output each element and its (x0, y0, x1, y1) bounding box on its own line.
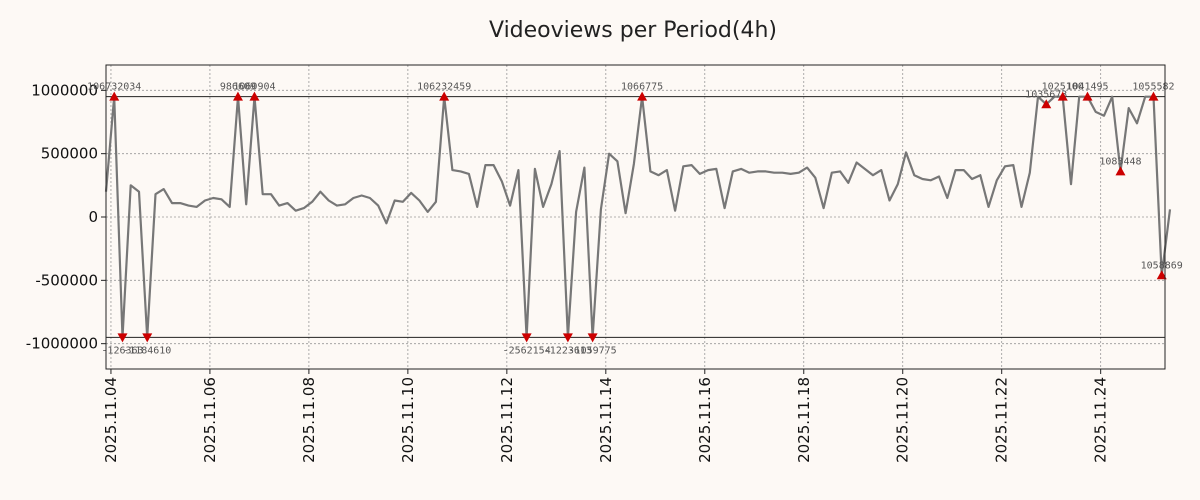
trough-marker (587, 333, 598, 343)
peak-marker (1057, 91, 1068, 101)
peak-marker (232, 91, 243, 101)
peak-label: 1066775 (621, 82, 663, 93)
peak-marker (1115, 166, 1126, 176)
peak-label: 106732034 (87, 82, 141, 93)
x-tick-label: 2025.11.10 (399, 377, 417, 463)
peak-label: 1083448 (1099, 156, 1141, 167)
trough-label: -1184610 (123, 345, 171, 356)
peak-marker (249, 91, 260, 101)
plot-area: 1000000 500000 0 -500000 -1000000 2025.11.04 2… (26, 64, 1183, 463)
x-tick-label: 2025.11.22 (993, 377, 1011, 463)
trough-label: -1223613 (544, 345, 592, 356)
x-tick-label: 2025.11.08 (300, 377, 318, 463)
x-tick-label: 2025.11.12 (498, 377, 516, 463)
peak-label: 1025100 (1042, 82, 1084, 93)
peak-marker (637, 91, 648, 101)
x-tick-label: 2025.11.14 (597, 377, 615, 463)
x-tick-label: 2025.11.20 (894, 377, 912, 463)
peak-label: 106232459 (417, 82, 471, 93)
y-tick-label: 0 (88, 208, 98, 226)
trough-label: -1059775 (569, 345, 617, 356)
trough-marker (562, 333, 573, 343)
x-tick-label: 2025.11.18 (795, 377, 813, 463)
y-tick-label: 1000000 (31, 81, 98, 99)
series-line (104, 95, 1172, 339)
x-tick-label: 2025.11.24 (1092, 377, 1110, 463)
trough-label: -2562154 (503, 345, 551, 356)
peak-label: 1058869 (1141, 260, 1183, 271)
x-tick-label: 2025.11.04 (102, 377, 120, 463)
peak-label: 1055582 (1132, 82, 1174, 93)
y-tick-label: -500000 (35, 271, 98, 289)
peak-label: 1060904 (233, 82, 275, 93)
plot-frame (105, 64, 1166, 370)
peak-marker (1156, 270, 1167, 280)
x-tick-label: 2025.11.06 (201, 377, 219, 463)
trough-marker (117, 333, 128, 343)
trough-marker (521, 333, 532, 343)
x-tick-label: 2025.11.16 (696, 377, 714, 463)
chart-title: Videoviews per Period(4h) (489, 18, 777, 43)
peak-label: 1041495 (1066, 82, 1108, 93)
peak-marker (1041, 99, 1052, 109)
y-tick-label: 500000 (41, 145, 98, 163)
peak-marker (1148, 91, 1159, 101)
trough-label: -126363 (101, 345, 143, 356)
peak-label: 986609 (220, 82, 256, 93)
peak-marker (109, 91, 120, 101)
y-tick-label: -1000000 (26, 335, 98, 353)
peak-marker (1082, 91, 1093, 101)
trough-marker (142, 333, 153, 343)
peak-marker (439, 91, 450, 101)
peak-label: 1035673 (1025, 89, 1067, 100)
